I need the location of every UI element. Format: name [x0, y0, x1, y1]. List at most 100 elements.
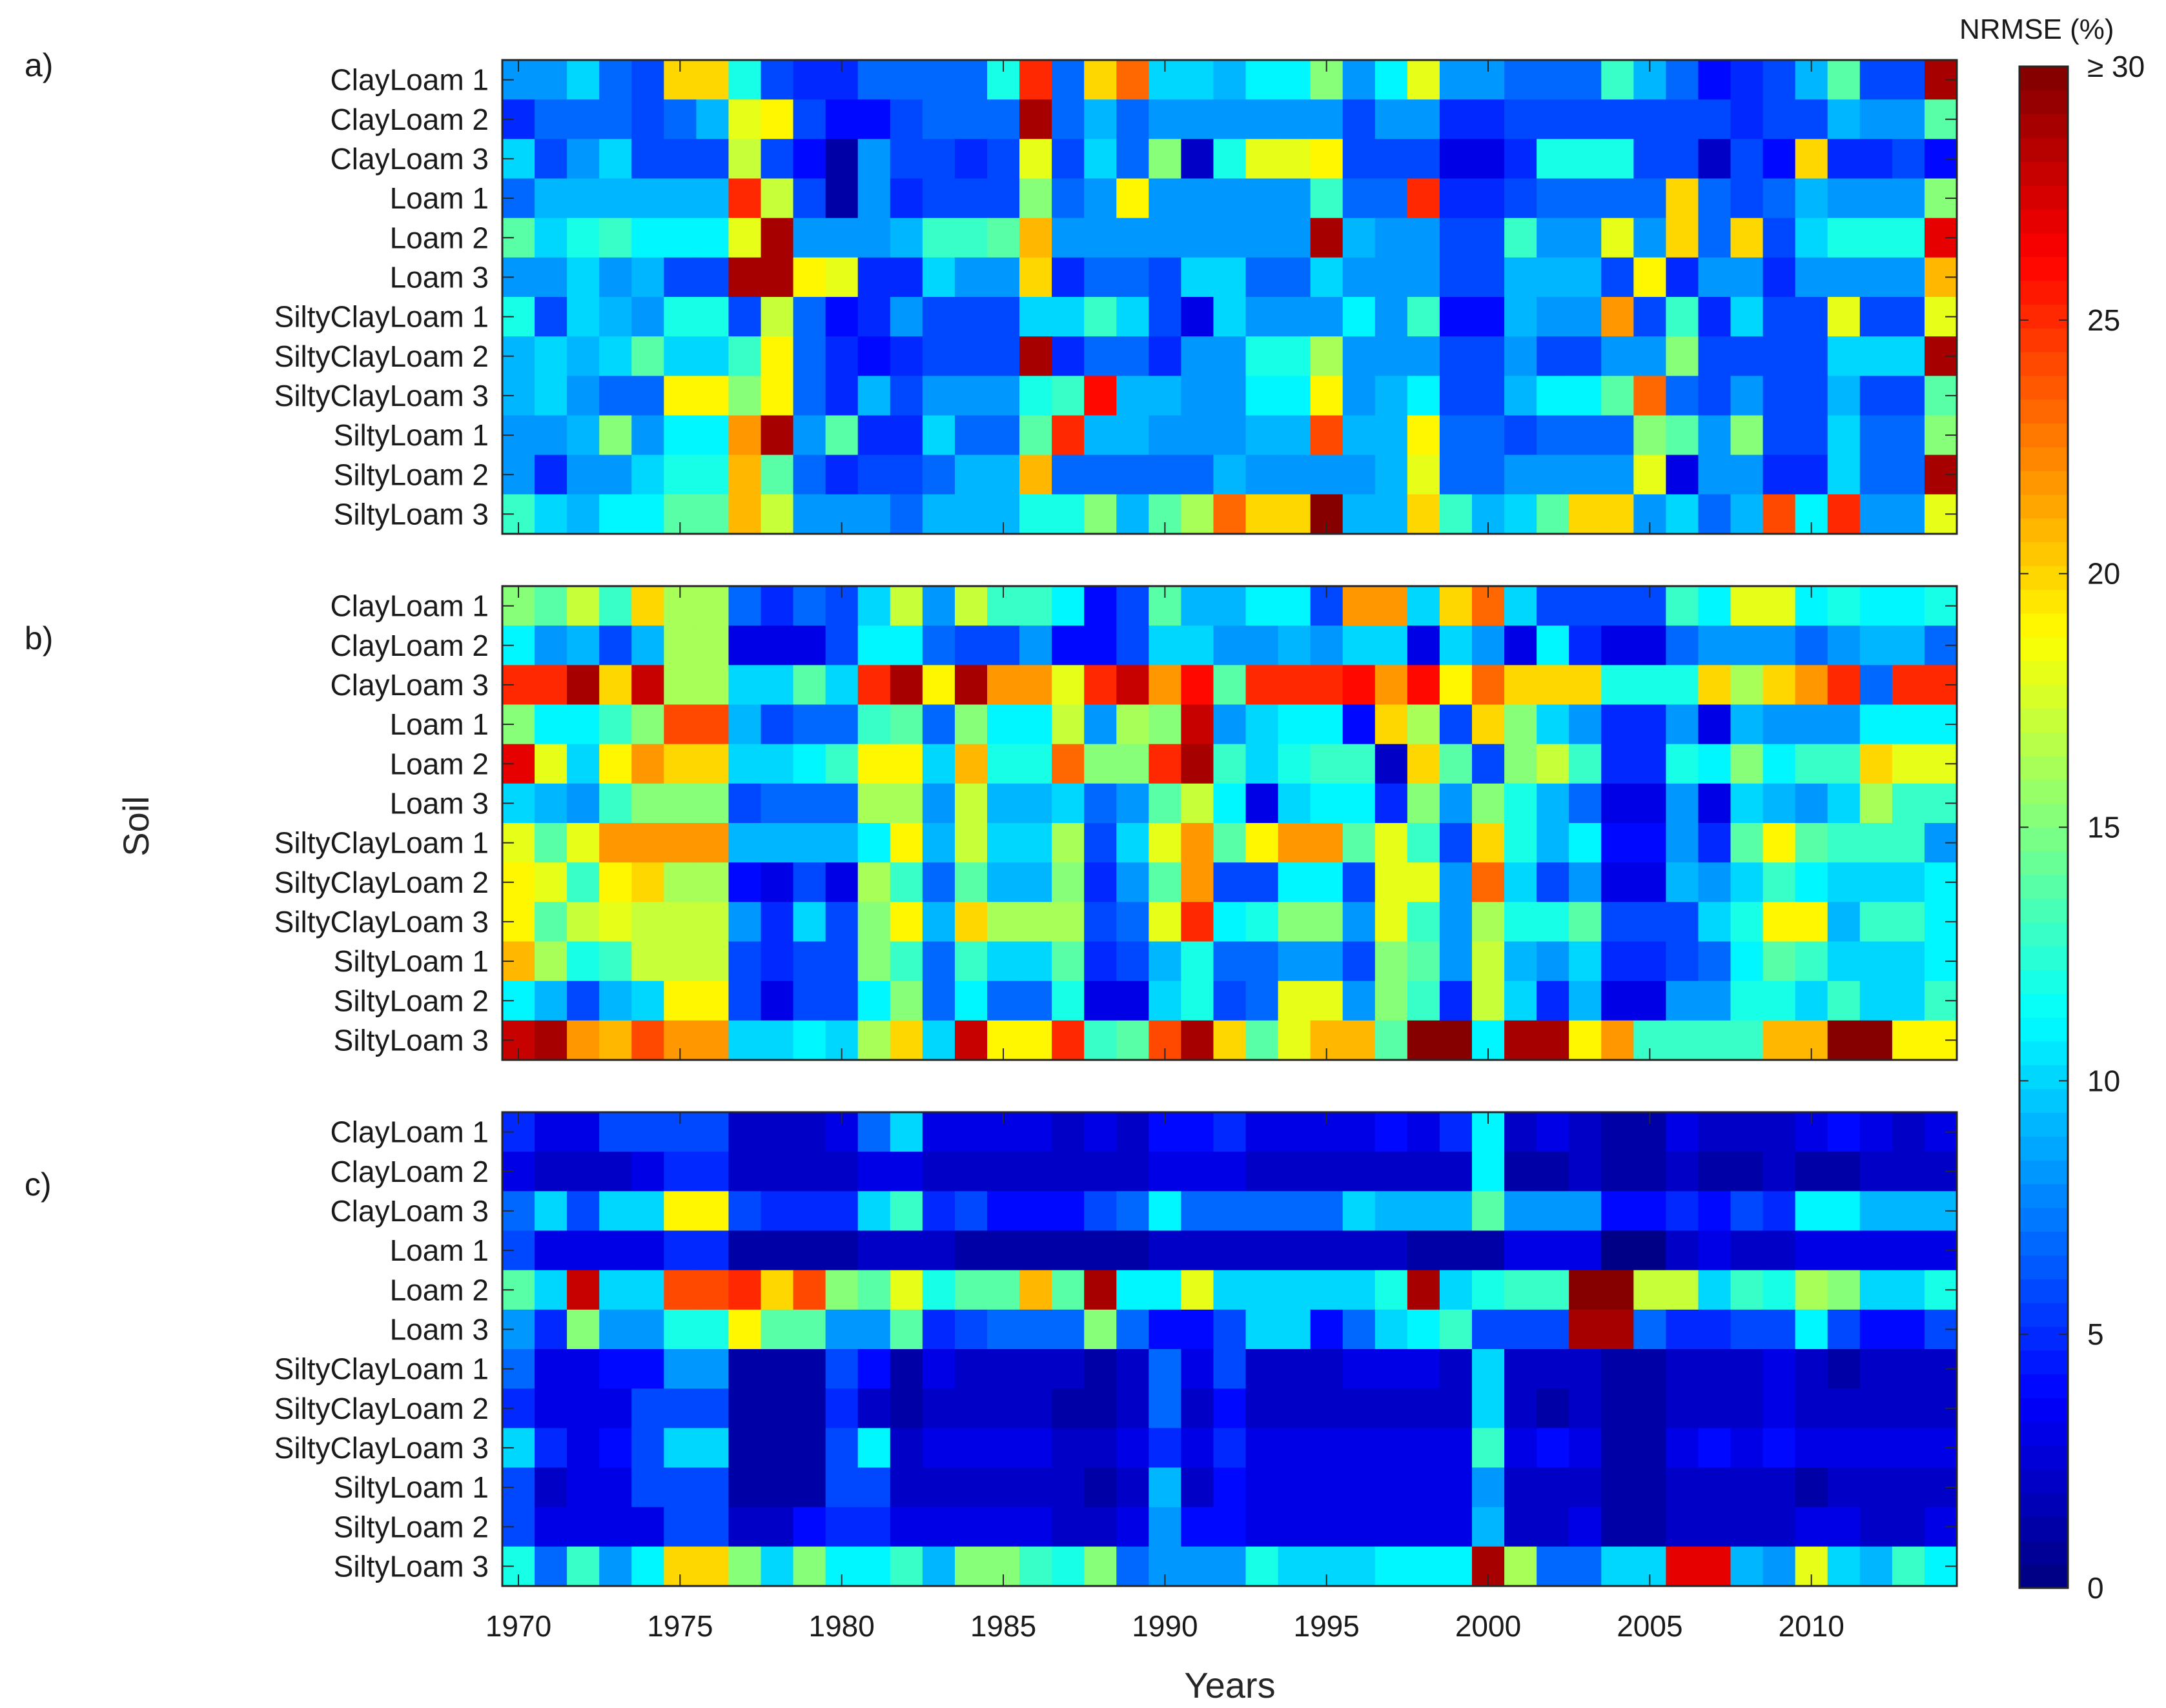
cell-loam-3-1989	[1116, 1309, 1149, 1350]
cell-siltyclayloam-2-2000	[1472, 336, 1505, 376]
cell-siltyclayloam-3-1985	[987, 376, 1020, 416]
cell-siltyloam-3-1988	[1084, 494, 1117, 534]
cell-loam-3-1999	[1439, 783, 1473, 824]
cell-clayloam-2-1983	[922, 625, 955, 666]
cell-clayloam-2-1996	[1342, 99, 1376, 139]
cell-siltyclayloam-2-1971	[535, 862, 567, 902]
cell-clayloam-3-1982	[890, 139, 923, 179]
cell-clayloam-1-2002	[1537, 60, 1569, 100]
cell-siltyloam-2-1972	[567, 1507, 600, 1547]
cell-loam-3-2009	[1762, 257, 1796, 298]
cell-clayloam-3-2002	[1537, 1191, 1569, 1232]
cell-loam-2-2002	[1537, 218, 1569, 258]
cell-siltyloam-2-1976	[696, 454, 730, 495]
cell-siltyloam-2-2007	[1698, 981, 1732, 1021]
cell-siltyclayloam-2-1973	[599, 862, 632, 902]
cell-siltyloam-3-1989	[1116, 494, 1149, 534]
cell-clayloam-2-1975	[664, 1152, 697, 1192]
cell-siltyclayloam-3-2006	[1666, 376, 1699, 416]
cell-loam-2-1999	[1439, 1270, 1473, 1310]
cell-siltyloam-1-2010	[1795, 941, 1828, 982]
cell-clayloam-3-1974	[631, 665, 664, 706]
cell-clayloam-2-1971	[535, 1152, 567, 1192]
cell-siltyloam-1-1998	[1407, 415, 1440, 456]
cell-siltyloam-1-1999	[1439, 941, 1473, 982]
cell-siltyclayloam-1-1997	[1374, 297, 1408, 337]
cell-siltyclayloam-3-1996	[1342, 902, 1376, 942]
cell-loam-2-1981	[857, 744, 891, 784]
cell-loam-1-1984	[954, 704, 988, 745]
cell-loam-3-2004	[1601, 257, 1634, 298]
colorbar-band	[2019, 1564, 2068, 1589]
cell-siltyclayloam-1-2005	[1633, 823, 1666, 863]
cell-loam-1-2003	[1569, 178, 1602, 219]
cell-loam-3-2010	[1795, 1309, 1828, 1350]
cell-loam-1-1982	[890, 1230, 923, 1271]
cell-loam-2-1986	[1019, 744, 1052, 784]
cell-siltyclayloam-1-1972	[567, 823, 600, 863]
cell-clayloam-3-2004	[1601, 1191, 1634, 1232]
cell-loam-2-2013	[1892, 744, 1925, 784]
cell-siltyclayloam-3-1985	[987, 1428, 1020, 1469]
colorbar-band	[2019, 280, 2068, 305]
cell-loam-3-2012	[1859, 783, 1893, 824]
cell-siltyclayloam-1-1976	[696, 1349, 730, 1389]
cell-siltyloam-1-1994	[1278, 941, 1311, 982]
cell-siltyclayloam-3-1971	[535, 902, 567, 942]
cell-loam-2-2003	[1569, 1270, 1602, 1310]
cell-loam-2-1998	[1407, 1270, 1440, 1310]
cell-loam-1-1991	[1181, 1230, 1214, 1271]
cell-clayloam-2-1994	[1278, 99, 1311, 139]
cell-siltyclayloam-2-1989	[1116, 1388, 1149, 1428]
cell-loam-3-1996	[1342, 1309, 1376, 1350]
cell-siltyclayloam-1-2002	[1537, 297, 1569, 337]
cell-clayloam-2-1978	[761, 99, 794, 139]
cell-clayloam-3-1981	[857, 1191, 891, 1232]
cell-siltyloam-3-1998	[1407, 1020, 1440, 1061]
cell-siltyloam-2-1981	[857, 1507, 891, 1547]
cell-clayloam-3-1991	[1181, 1191, 1214, 1232]
cell-loam-2-1988	[1084, 1270, 1117, 1310]
cell-siltyclayloam-2-1993	[1245, 336, 1279, 376]
cell-loam-3-1997	[1374, 783, 1408, 824]
cell-siltyclayloam-2-1986	[1019, 336, 1052, 376]
soil-label: SiltyClayLoam 2	[274, 1392, 489, 1425]
cell-siltyclayloam-3-1986	[1019, 902, 1052, 942]
cell-loam-1-1990	[1149, 704, 1181, 745]
cell-siltyclayloam-3-2002	[1537, 1428, 1569, 1469]
cell-loam-3-2006	[1666, 1309, 1699, 1350]
cell-clayloam-3-1996	[1342, 1191, 1376, 1232]
cell-siltyloam-1-1990	[1149, 1467, 1181, 1508]
cell-clayloam-2-1986	[1019, 1152, 1052, 1192]
cell-siltyloam-3-1987	[1052, 1546, 1085, 1587]
cell-siltyclayloam-3-1971	[535, 1428, 567, 1469]
cell-siltyloam-1-1973	[599, 1467, 632, 1508]
cell-loam-2-2008	[1730, 218, 1764, 258]
cell-siltyloam-3-1993	[1245, 1020, 1279, 1061]
cell-loam-2-2001	[1504, 1270, 1537, 1310]
cell-siltyclayloam-2-1975	[664, 862, 697, 902]
cell-siltyloam-1-1988	[1084, 1467, 1117, 1508]
cell-loam-2-2003	[1569, 744, 1602, 784]
cell-loam-3-1972	[567, 257, 600, 298]
cell-siltyclayloam-1-1986	[1019, 823, 1052, 863]
cell-loam-3-1981	[857, 783, 891, 824]
cell-clayloam-3-1998	[1407, 1191, 1440, 1232]
cell-siltyloam-2-2000	[1472, 1507, 1505, 1547]
colorbar-band	[2019, 1398, 2068, 1422]
cell-siltyclayloam-1-1991	[1181, 823, 1214, 863]
cell-siltyloam-2-1996	[1342, 981, 1376, 1021]
cell-siltyloam-2-2010	[1795, 981, 1828, 1021]
cell-loam-1-1973	[599, 704, 632, 745]
cell-clayloam-3-1977	[728, 665, 762, 706]
cell-siltyloam-3-2013	[1892, 1546, 1925, 1587]
cell-siltyclayloam-1-1990	[1149, 1349, 1181, 1389]
cell-siltyclayloam-3-2001	[1504, 376, 1537, 416]
cell-clayloam-2-1994	[1278, 625, 1311, 666]
cell-siltyloam-2-2008	[1730, 981, 1764, 1021]
cell-siltyclayloam-3-2003	[1569, 902, 1602, 942]
cell-siltyloam-3-2009	[1762, 1020, 1796, 1061]
cell-siltyclayloam-1-1994	[1278, 823, 1311, 863]
cell-loam-2-2007	[1698, 744, 1732, 784]
